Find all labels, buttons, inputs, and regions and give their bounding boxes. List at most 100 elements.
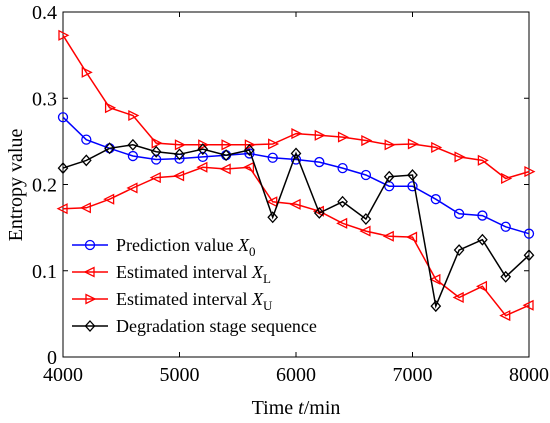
data-point-0-0 bbox=[57, 112, 69, 123]
data-point-3-19 bbox=[500, 270, 512, 283]
data-point-2-20 bbox=[524, 166, 536, 178]
data-point-3-9 bbox=[267, 211, 279, 224]
y-tick-label-3: 0.3 bbox=[32, 88, 57, 110]
axes-layer: 4000 5000 6000 7000 8000 0 0.1 0.2 0.3 0.4 bbox=[32, 2, 549, 386]
data-point-3-6 bbox=[197, 143, 209, 156]
x-axis-label-pre: Time bbox=[252, 397, 299, 419]
data-point-2-3 bbox=[128, 109, 140, 122]
x-tick-label-5000: 5000 bbox=[160, 364, 200, 386]
x-axis-label: Time t/min bbox=[252, 397, 341, 419]
series-line-1 bbox=[62, 166, 530, 317]
series-3 bbox=[57, 138, 535, 313]
series-line-0 bbox=[62, 116, 530, 235]
x-tick-label-4000: 4000 bbox=[43, 364, 83, 386]
legend-label-1: Estimated interval XL bbox=[116, 262, 271, 286]
data-point-0-4 bbox=[151, 154, 162, 165]
data-point-2-15 bbox=[407, 138, 419, 150]
data-point-0-3 bbox=[127, 150, 139, 162]
data-point-3-12 bbox=[337, 195, 348, 208]
y-tick-label-1: 0.1 bbox=[32, 261, 57, 283]
series-1 bbox=[56, 161, 534, 322]
data-point-2-10 bbox=[291, 128, 303, 140]
legend-marker-0 bbox=[84, 239, 96, 251]
data-point-3-10 bbox=[290, 147, 302, 160]
x-tick-label-7000: 7000 bbox=[393, 364, 433, 386]
data-point-3-16 bbox=[430, 300, 442, 313]
data-point-0-19 bbox=[500, 221, 511, 232]
data-point-1-7 bbox=[219, 163, 231, 175]
data-point-3-14 bbox=[383, 170, 395, 183]
data-point-0-12 bbox=[337, 162, 348, 174]
data-point-1-14 bbox=[382, 230, 394, 242]
data-point-2-13 bbox=[361, 134, 373, 147]
series-layer bbox=[56, 29, 536, 322]
series-line-3 bbox=[62, 144, 530, 309]
data-point-1-4 bbox=[149, 172, 161, 184]
legend-label-3: Degradation stage sequence bbox=[116, 316, 317, 336]
data-point-3-13 bbox=[360, 213, 372, 225]
y-tick-label-0: 0 bbox=[47, 347, 57, 369]
data-point-2-6 bbox=[198, 139, 210, 151]
data-point-2-7 bbox=[221, 139, 233, 151]
legend-var-0: X bbox=[237, 235, 250, 255]
data-point-2-14 bbox=[384, 139, 396, 151]
data-point-3-5 bbox=[174, 148, 185, 161]
data-point-2-17 bbox=[454, 151, 466, 163]
legend-text-1: Estimated interval bbox=[116, 262, 252, 282]
data-point-1-8 bbox=[242, 161, 255, 173]
legend-text-0: Prediction value bbox=[116, 235, 238, 255]
data-point-1-1 bbox=[79, 202, 91, 214]
data-point-3-1 bbox=[80, 154, 92, 167]
data-point-3-20 bbox=[523, 249, 535, 262]
data-point-1-16 bbox=[429, 273, 441, 285]
x-axis-label-var: t bbox=[298, 397, 304, 419]
data-point-3-11 bbox=[313, 206, 325, 219]
data-point-2-19 bbox=[501, 172, 513, 185]
data-point-3-18 bbox=[477, 233, 488, 246]
data-point-1-19 bbox=[499, 310, 511, 322]
x-axis-label-unit: /min bbox=[304, 397, 341, 419]
x-tick-label-8000: 8000 bbox=[509, 364, 549, 386]
legend-marker-2 bbox=[85, 293, 97, 305]
x-tick-label-6000: 6000 bbox=[276, 364, 316, 386]
data-point-0-13 bbox=[360, 169, 372, 181]
data-point-1-6 bbox=[196, 161, 208, 173]
data-point-2-18 bbox=[477, 154, 489, 166]
data-point-2-12 bbox=[337, 131, 350, 143]
data-point-1-9 bbox=[266, 196, 278, 208]
data-point-1-20 bbox=[522, 299, 534, 311]
data-point-2-0 bbox=[58, 29, 70, 41]
legend-label-0: Prediction value X0 bbox=[116, 235, 255, 259]
data-point-0-8 bbox=[244, 148, 255, 159]
data-point-1-2 bbox=[103, 193, 115, 205]
data-point-3-3 bbox=[127, 138, 139, 151]
y-tick-label-2: 0.2 bbox=[32, 175, 57, 197]
data-point-2-2 bbox=[104, 102, 117, 114]
data-point-2-16 bbox=[431, 141, 443, 153]
data-point-1-12 bbox=[336, 217, 348, 229]
data-point-3-2 bbox=[104, 142, 115, 155]
data-point-1-18 bbox=[475, 280, 488, 292]
data-point-1-3 bbox=[126, 182, 138, 194]
series-line-2 bbox=[62, 34, 530, 180]
data-point-1-0 bbox=[56, 203, 68, 215]
data-point-1-17 bbox=[452, 291, 464, 304]
data-point-3-4 bbox=[150, 145, 162, 158]
data-point-2-9 bbox=[268, 138, 280, 150]
data-point-1-10 bbox=[289, 198, 301, 210]
data-point-0-11 bbox=[314, 156, 325, 168]
data-point-0-17 bbox=[453, 208, 465, 219]
legend-var-2: X bbox=[251, 289, 264, 309]
data-point-2-4 bbox=[151, 137, 163, 149]
legend-sub-2: U bbox=[263, 298, 273, 313]
data-point-2-5 bbox=[174, 139, 186, 151]
series-0 bbox=[57, 112, 535, 239]
data-point-2-8 bbox=[244, 139, 256, 151]
legend-sub-0: 0 bbox=[249, 244, 256, 259]
legend-sub-1: L bbox=[263, 271, 271, 286]
data-point-0-15 bbox=[407, 181, 418, 192]
series-2 bbox=[58, 29, 536, 185]
legend-text-2: Estimated interval bbox=[116, 289, 252, 309]
data-point-3-0 bbox=[57, 162, 69, 175]
